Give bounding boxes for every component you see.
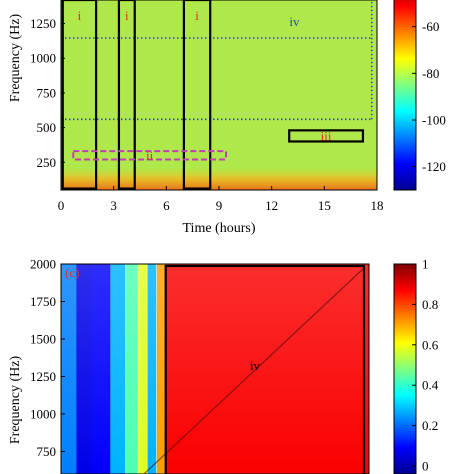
annotation-label-i: i [195,8,199,23]
y-tick-label: 750 [37,85,57,100]
annotation-box-ii [72,150,228,161]
annotation-label-iii: iii [321,128,332,143]
colorbar-tick-label: -80 [422,66,439,81]
colorbar-tick-label: 1 [422,257,429,272]
colorbar [393,263,417,474]
y-tick-label: 2000 [30,257,56,272]
colorbar [393,0,417,191]
annotation-box-iii [288,129,365,143]
x-axis-label: Time (hours) [183,221,256,236]
x-tick-label: 12 [265,198,278,213]
annotation-label-i: i [78,8,82,23]
colorbar-tick-label: -100 [422,113,446,128]
y-tick-label: 250 [37,155,57,170]
colorbar-tick-label: -120 [422,159,446,174]
y-tick-label: 1250 [30,16,56,31]
y-tick-label: 1000 [30,51,56,66]
y-tick-label: 1750 [30,294,56,309]
colorbar-tick-label: 0.2 [422,418,438,433]
annotation-label-ii: ii [146,148,154,163]
panel-label: (c) [65,265,79,280]
coherence-diagonal [143,267,365,474]
colorbar-tick-label: 0.8 [422,297,438,312]
y-tick-label: 1000 [30,407,56,422]
coherence-axes-frame [60,263,370,474]
annotation-box-i [117,0,136,190]
y-tick-label: 500 [37,120,57,135]
spectrogram-plot-area [61,0,377,190]
colorbar-tick-label: -60 [422,19,439,34]
low-frequency-energy-band [61,168,377,190]
coherence-panel: iv (c) 750 1000 1250 1500 1750 2000 Frequency… [8,257,439,474]
annotation-box-i [182,0,212,190]
x-tick-label: 18 [371,198,384,213]
annotation-label-iv: iv [289,14,300,29]
annotation-box-i [61,0,98,190]
y-tick-label: 750 [37,444,57,459]
y-axis-label: Frequency (Hz) [8,14,23,103]
y-tick-label: 1500 [30,332,56,347]
colorbar-tick-label: 0.4 [422,378,439,393]
x-tick-label: 6 [163,198,170,213]
annotation-label-i: i [125,8,129,23]
annotation-label-iv: iv [250,358,261,373]
colorbar-tick-label: 0 [422,459,429,474]
y-axis-label: Frequency (Hz) [8,356,23,445]
x-tick-label: 3 [110,198,117,213]
x-tick-label: 0 [58,198,65,213]
x-tick-label: 9 [216,198,223,213]
annotation-box-iv [164,264,366,474]
y-tick-label: 1250 [30,369,56,384]
coherence-shading [61,264,369,474]
x-tick-label: 15 [318,198,331,213]
colorbar-tick-label: 0.6 [422,337,439,352]
